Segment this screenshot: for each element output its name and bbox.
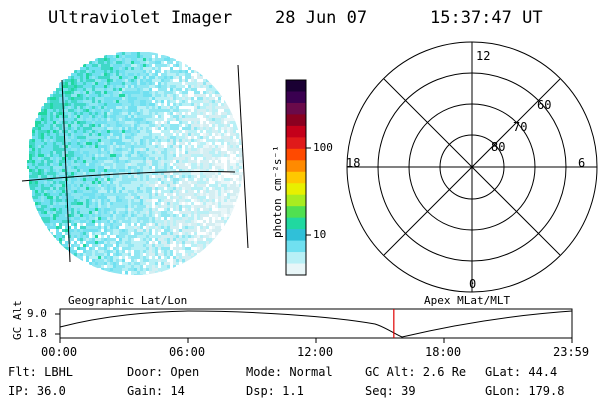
status-door: Door: Open [127,365,200,379]
timeline-frame [59,308,573,339]
timeline-ytick-low: 1.8 [27,327,47,340]
colorbar-tick-100: 100 [313,141,333,154]
timeline-xtick-label: 00:00 [41,345,78,359]
observation-time: 15:37:47 UT [430,8,543,28]
status-gcalt: GC Alt: 2.6 Re [365,365,467,379]
status-dsp: Dsp: 1.1 [246,384,304,398]
polar-mlt-12: 12 [476,49,491,63]
geographic-grid-lines [21,64,249,263]
latitude-line [21,171,236,182]
colorbar-segment [286,148,306,161]
timeline-ytick-high: 9.0 [27,307,47,320]
status-ip: IP: 36.0 [8,384,66,398]
colorbar-segment [286,125,306,138]
colorbar-segment [286,194,306,207]
longitude-line-left [61,79,71,263]
polar-lat-60: 60 [537,98,552,112]
colorbar-segment [286,80,306,93]
timeline-xtick-label: 18:00 [425,345,462,359]
colorbar-segment [286,171,306,184]
polar-mlt-6: 6 [578,156,586,170]
observation-date: 28 Jun 07 [275,8,368,28]
diagonal-line-2 [383,78,561,256]
colorbar-tick-10: 10 [313,228,327,241]
timeline-left-label: Geographic Lat/Lon [68,294,188,307]
colorbar-segment [286,263,306,276]
polar-mlt-0: 0 [469,277,477,291]
timeline-right-label: Apex MLat/MLT [424,294,511,307]
status-glat: GLat: 44.4 [485,365,558,379]
colorbar-segment [286,206,306,219]
status-gain: Gain: 14 [127,384,185,398]
colorbar-segment [286,229,306,242]
longitude-line-right [237,64,249,249]
polar-lat-80: 80 [491,140,506,154]
timeline-xtick-label: 12:00 [297,345,334,359]
uv-image-disc [27,52,243,275]
timeline-xtick-label: 23:59 [553,345,590,359]
colorbar-segment [286,183,306,196]
status-seq: Seq: 39 [365,384,416,398]
colorbar-segment [286,114,306,127]
status-flt: Flt: LBHL [8,365,74,379]
altitude-curve [59,310,573,338]
instrument-title: Ultraviolet Imager [48,8,233,28]
polar-mlt-18: 18 [346,156,361,170]
colorbar-segment [286,160,306,173]
timeline-xtick-label: 06:00 [169,345,206,359]
status-mode: Mode: Normal [246,365,333,379]
colorbar-segment [286,137,306,150]
colorbar-segment [286,240,306,253]
colorbar-segment [286,252,306,265]
polar-lat-70: 70 [513,120,528,134]
colorbar-segment [286,217,306,230]
colorbar-segment [286,102,306,116]
colorbar-segment [286,91,306,104]
status-glon: GLon: 179.8 [485,384,565,398]
